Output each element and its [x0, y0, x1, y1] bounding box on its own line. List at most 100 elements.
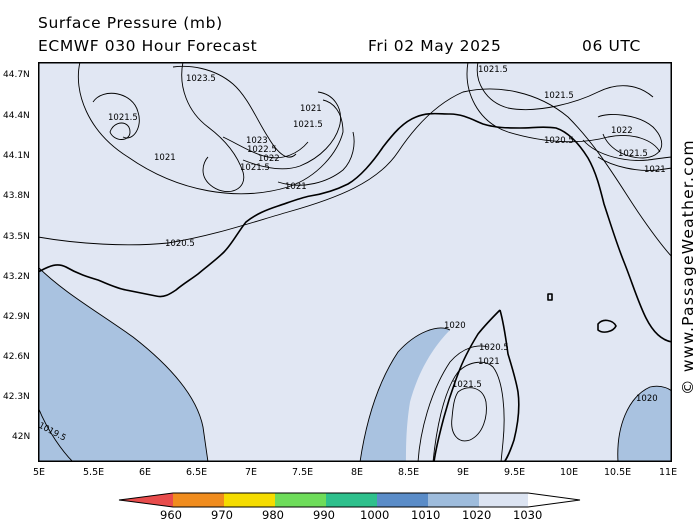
isobar-1020-5-north	[38, 88, 672, 258]
colorbar-segments	[119, 493, 580, 507]
isobar-label: 1020.5	[544, 136, 574, 146]
lon-label: 8.5E	[398, 467, 420, 478]
isobar-label: 1022.5	[247, 145, 277, 155]
isobar-1021-east	[597, 156, 672, 171]
colorbar-segment	[377, 493, 428, 507]
isobar-1021-5-inner	[109, 122, 131, 140]
lon-label: 8E	[351, 467, 364, 478]
colorbar-label: 1010	[411, 508, 441, 522]
isobar-label: 1021	[154, 153, 176, 163]
coastlines	[38, 112, 672, 462]
colorbar	[118, 492, 581, 508]
isobar-1023-cell	[181, 62, 245, 192]
isobar-1021-mid	[277, 131, 355, 186]
map-title: Surface Pressure (mb)	[38, 14, 223, 32]
lat-label: 43.2N	[3, 272, 30, 282]
isobar-1020-5-ne	[466, 62, 661, 153]
lat-label: 43.5N	[3, 232, 30, 242]
colorbar-label: 970	[211, 508, 233, 522]
lon-label: 6.5E	[186, 467, 208, 478]
isobar-label: 1020.5	[165, 239, 195, 249]
isobar-label: 1021.5	[478, 65, 508, 75]
isobar-1020-west	[38, 266, 209, 462]
isobar-label: 1023.5	[186, 74, 216, 84]
coastline-corsica	[433, 309, 520, 462]
site-credit: © www.PassageWeather.com	[679, 139, 697, 395]
lat-label: 43.8N	[3, 191, 30, 201]
lon-label: 11E	[659, 467, 678, 478]
forecast-model-label: ECMWF 030 Hour Forecast	[38, 37, 258, 55]
pressure-map: 1023.5 1021.5 1021 1021.5 1023 1022.5 10…	[38, 62, 672, 462]
isobar-label: 1020.5	[479, 343, 509, 353]
colorbar-outline	[118, 492, 581, 508]
colorbar-segment	[479, 493, 530, 507]
colorbar-tip-high	[528, 493, 580, 507]
lat-label: 44.7N	[3, 70, 30, 80]
lon-label: 9.5E	[504, 467, 526, 478]
isobar-label: 1021	[478, 357, 500, 367]
isobar-1020-5-corsica	[417, 345, 489, 462]
isobar-1022-ne	[597, 114, 663, 159]
isobar-1021-5-corsica	[451, 387, 487, 442]
isobar-1021-5-west	[92, 92, 140, 139]
lon-label: 7.5E	[292, 467, 314, 478]
isobar-label: 1021.5	[544, 91, 574, 101]
colorbar-segment	[326, 493, 377, 507]
forecast-date: Fri 02 May 2025	[368, 37, 502, 55]
isobar-label: 1021.5	[293, 120, 323, 130]
lon-label: 7E	[245, 467, 258, 478]
isobar-label: 1021.5	[452, 380, 482, 390]
isobar-1021-5-east	[582, 139, 672, 161]
lat-label: 42.9N	[3, 312, 30, 322]
colorbar-label: 1030	[513, 508, 543, 522]
isobar-label: 1022	[611, 126, 633, 136]
isobar-label: 1020	[636, 394, 658, 404]
colorbar-label: 1020	[462, 508, 492, 522]
colorbar-segment	[173, 493, 224, 507]
lon-label: 10E	[560, 467, 579, 478]
isobar-label: 1021.5	[618, 149, 648, 159]
isobar-label: 1020	[444, 321, 466, 331]
colorbar-label: 990	[313, 508, 335, 522]
isobar-label: 1021	[644, 165, 666, 175]
isobar-1019-5	[38, 406, 74, 462]
forecast-time: 06 UTC	[582, 37, 641, 55]
lon-label: 10.5E	[604, 467, 632, 478]
colorbar-label: 960	[160, 508, 182, 522]
lon-label: 5E	[33, 467, 46, 478]
isobar-label: 1021.5	[108, 113, 138, 123]
lat-label: 44.4N	[3, 111, 30, 121]
lat-label: 42N	[12, 432, 31, 442]
coastline-capraia	[547, 293, 553, 301]
low-pressure-area-east	[617, 386, 672, 462]
isobar-label: 1021	[300, 104, 322, 114]
colorbar-label: 980	[262, 508, 284, 522]
isobar-1021-5-mid	[242, 91, 341, 170]
lat-label: 42.3N	[3, 392, 30, 402]
colorbar-tip-low	[119, 493, 173, 507]
isobar-1021-5-ne	[476, 62, 654, 111]
coastline-riviera	[38, 112, 672, 343]
lon-label: 5.5E	[83, 467, 105, 478]
isobar-1020-corsica	[359, 327, 451, 462]
lon-label: 9E	[457, 467, 470, 478]
colorbar-segment	[275, 493, 326, 507]
low-pressure-area-west	[38, 267, 208, 462]
isobar-label: 1023	[246, 136, 268, 146]
colorbar-label: 1000	[360, 508, 390, 522]
isobar-1021-west	[77, 62, 344, 195]
isobars	[38, 62, 672, 462]
colorbar-segment	[224, 493, 275, 507]
isobar-label: 1021	[285, 182, 307, 192]
lat-label: 44.1N	[3, 151, 30, 161]
isobar-1023-5	[172, 65, 297, 158]
low-pressure-area-corsica	[360, 328, 450, 462]
coastline-elba	[597, 319, 617, 333]
colorbar-segment	[428, 493, 479, 507]
isobar-label: 1022	[258, 154, 280, 164]
isobar-1021-corsica	[432, 361, 505, 462]
isobar-label: 1021.5	[240, 163, 270, 173]
isobar-1022	[222, 136, 309, 159]
lon-label: 6E	[139, 467, 152, 478]
isobar-1020-east	[617, 385, 672, 462]
